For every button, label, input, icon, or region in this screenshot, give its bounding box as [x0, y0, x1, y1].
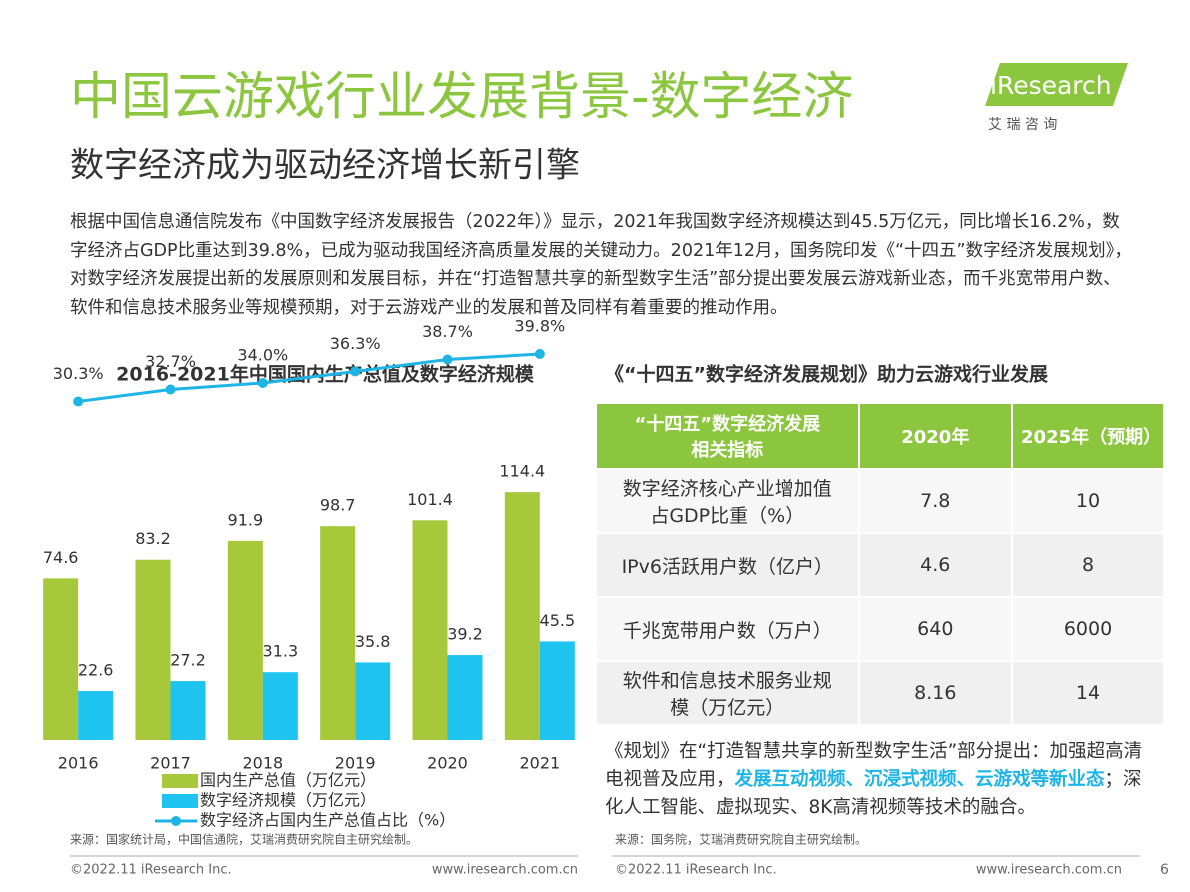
- data-label: 83.2: [135, 529, 171, 548]
- cell: 4.6: [857, 532, 1014, 598]
- bar: [504, 492, 540, 740]
- legend-label: 国内生产总值（万亿元）: [200, 771, 376, 790]
- data-label: 39.2: [447, 625, 483, 644]
- line-point: [165, 384, 176, 395]
- data-label: 114.4: [499, 462, 545, 481]
- subtitle: 数字经济成为驱动经济增长新引擎: [70, 146, 580, 186]
- line-point: [442, 354, 453, 365]
- legend-label: 数字经济规模（万亿元）: [200, 791, 376, 810]
- url: www.iresearch.com.cn: [432, 863, 578, 878]
- logo: iResearch: [990, 71, 1112, 100]
- cell: 640: [857, 596, 1014, 662]
- cell: 数字经济核心产业增加值占GDP比重（%）: [595, 468, 860, 534]
- cell: 千兆宽带用户数（万户）: [595, 596, 860, 662]
- data-label: 27.2: [170, 651, 206, 670]
- header-row: “十四五”数字经济发展相关指标 2020年 2025年（预期）: [595, 402, 1165, 470]
- table: “十四五”数字经济发展相关指标 2020年 2025年（预期） 数字经济核心产业增加值…: [595, 402, 1165, 726]
- bar: [170, 681, 206, 740]
- cell: IPv6活跃用户数（亿户）: [595, 532, 860, 598]
- url: www.iresearch.com.cn: [976, 863, 1122, 878]
- line-point: [534, 349, 545, 359]
- copyright: ©2022.11 iResearch Inc.: [615, 863, 777, 878]
- cell: 7.8: [857, 468, 1014, 534]
- page-number: 6: [1160, 862, 1169, 878]
- cell: 软件和信息技术服务业规模（万亿元）: [595, 660, 860, 726]
- bar: [262, 672, 298, 740]
- note-text: 《规划》在“打造智慧共享的新型数字生活”部分提出：加强超高清电视普及应用，: [605, 741, 1143, 790]
- x-tick-label: 2016: [58, 754, 99, 773]
- data-label: 101.4: [407, 490, 453, 509]
- data-label: 91.9: [228, 510, 264, 529]
- note-text: ；深化人工智能、虚拟现实、8K高清视频等技术的融合。: [605, 769, 1142, 818]
- header-cell: “十四五”数字经济发展相关指标: [595, 402, 860, 470]
- row: 数字经济核心产业增加值占GDP比重（%） 7.8 10: [595, 468, 1165, 534]
- cell: 14: [1011, 660, 1165, 726]
- note: 《规划》在“打造智慧共享的新型数字生活”部分提出：加强超高清电视普及应用，发展互…: [605, 738, 1160, 822]
- bar: [43, 578, 79, 740]
- x-tick-label: 2021: [519, 754, 560, 773]
- copyright: ©2022.11 iResearch Inc.: [70, 863, 232, 878]
- x-tick-label: 2020: [427, 754, 468, 773]
- data-label: 34.0%: [237, 346, 288, 365]
- bar: [78, 691, 114, 740]
- legend-point: [171, 816, 181, 826]
- data-label: 74.6: [43, 548, 79, 567]
- row: IPv6活跃用户数（亿户） 4.6 8: [595, 532, 1165, 598]
- cell: 8: [1011, 532, 1165, 598]
- bar: [135, 559, 171, 740]
- x-tick-label: 2018: [242, 754, 283, 773]
- page-title: 中国云游戏行业发展背景-数字经济: [70, 68, 853, 127]
- chart-source: 来源：国家统计局，中国信通院，艾瑞消费研究院自主研究绘制。: [70, 832, 418, 847]
- line-point: [350, 366, 361, 377]
- line-point: [73, 396, 84, 407]
- data-label: 98.7: [320, 496, 356, 515]
- cell: 8.16: [857, 660, 1014, 726]
- header-cell: 2020年: [857, 402, 1014, 470]
- bar: [320, 526, 356, 740]
- data-label: 32.7%: [145, 352, 196, 371]
- cell: 10: [1011, 468, 1165, 534]
- note-highlight: 发展互动视频、沉浸式视频、云游戏等新业态: [734, 769, 1105, 790]
- logo-cn: 艾 瑞 咨 询: [988, 117, 1057, 133]
- line-point: [257, 378, 268, 388]
- data-label: 39.8%: [514, 317, 565, 336]
- data-label: 31.3: [263, 642, 299, 661]
- data-label: 30.3%: [53, 364, 104, 383]
- logo-shape: [985, 63, 1128, 106]
- cell: 6000: [1011, 596, 1165, 662]
- legend-label: 数字经济占国内生产总值占比（%）: [200, 811, 455, 830]
- bar: [412, 520, 448, 740]
- row: 千兆宽带用户数（万户） 640 6000: [595, 596, 1165, 662]
- bar: [355, 662, 391, 740]
- line: [77, 352, 540, 403]
- legend-swatch: [162, 774, 198, 788]
- header-cell: 2025年（预期）: [1011, 402, 1165, 470]
- data-label: 22.6: [78, 661, 114, 680]
- data-label: 38.7%: [422, 322, 473, 341]
- data-label: 35.8: [355, 632, 391, 651]
- bar: [227, 540, 263, 740]
- x-tick-label: 2017: [150, 754, 191, 773]
- row: 软件和信息技术服务业规模（万亿元） 8.16 14: [595, 660, 1165, 726]
- x-tick-label: 2019: [335, 754, 376, 773]
- data-label: 45.5: [540, 611, 576, 630]
- bar: [447, 655, 483, 740]
- table-title: 《“十四五”数字经济发展规划》助力云游戏行业发展: [605, 363, 1048, 386]
- legend-swatch: [162, 794, 198, 808]
- bar: [539, 641, 575, 740]
- table-source: 来源：国务院，艾瑞消费研究院自主研究绘制。: [615, 832, 867, 847]
- data-label: 36.3%: [330, 334, 381, 353]
- intro: 根据中国信息通信院发布《中国数字经济发展报告（2022年）》显示，2021年我国…: [70, 212, 1132, 318]
